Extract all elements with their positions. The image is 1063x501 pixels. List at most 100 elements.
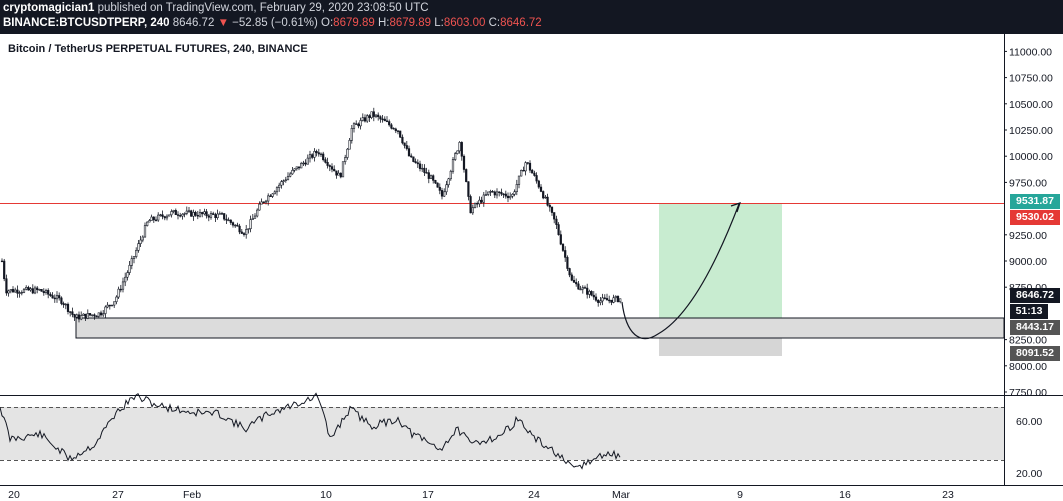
candle-body [227,219,230,222]
candle-body [11,289,15,293]
candle-body [531,169,534,174]
candle-body [614,296,617,299]
candle-body [348,140,351,150]
candle-body [341,161,345,178]
price-axis[interactable]: 11000.00 10750.00 10500.00 10250.00 10000.00… [1004,46,1053,399]
candle-body [159,214,162,216]
candle-body [564,250,567,258]
candle-body [425,172,428,174]
candle-body [421,167,424,170]
candle-body [412,156,415,162]
candle-body [51,295,54,299]
candle-body [86,313,89,319]
candle-body [487,191,490,195]
time-tick-label: 27 [112,489,124,501]
candle-body [256,209,259,217]
candle-body [561,243,565,251]
candle-body [245,229,248,235]
price-tick-label: 11000.00 [1009,46,1052,58]
candle-body [535,175,538,182]
candle-body [91,314,94,316]
candle-body [359,120,362,127]
candle-body [40,289,43,292]
candle-body [121,281,125,290]
candle-body [258,203,261,211]
candle-body [550,206,554,213]
candle-body [271,193,274,197]
candle-body [205,211,208,217]
candle-body [106,304,109,308]
candle-body [49,293,52,296]
candle-body [454,153,457,160]
stop-price-tag: 8091.52 [1010,346,1060,361]
time-tick-label: 16 [839,489,851,501]
candle-body [399,130,402,138]
candle-body [311,154,314,158]
candle-body [47,290,50,295]
candle-body [190,210,193,217]
candle-body [366,115,369,122]
candle-body [575,282,578,285]
author-name[interactable]: cryptomagician1 [3,2,95,14]
candle-body [152,216,155,221]
candle-body [392,127,395,130]
candle-body [502,193,505,196]
candle-body [542,191,545,199]
candle-body [14,289,17,293]
rsi-tick-label: 60.00 [1016,416,1042,428]
candle-body [308,154,312,159]
candle-body [216,213,219,218]
candle-body [599,300,602,303]
candle-body [275,187,279,193]
candle-body [447,178,450,186]
candle-body [124,276,127,283]
candle-body [594,296,598,301]
candle-body [27,286,30,291]
candle-body [379,116,382,120]
candle-body [242,233,246,235]
candle-body [480,199,483,203]
low-label: L: [434,17,444,29]
time-tick-label: Mar [612,489,631,501]
candle-body [344,157,347,163]
support-zone[interactable] [75,317,1005,339]
price-tick-label: 9750.00 [1009,177,1047,189]
candle-body [520,170,523,177]
candle-body [592,294,595,298]
candle-body [58,295,61,299]
candle-body [82,313,85,316]
candle-body [526,162,529,164]
candle-body [583,287,587,289]
candle-body [434,180,437,184]
candle-body [302,162,305,165]
profit-zone[interactable] [659,204,782,318]
candle-body [352,123,356,129]
support-price-tag: 8443.17 [1010,320,1060,335]
price-tick-label: 9000.00 [1009,256,1047,268]
rsi-tick-label: 20.00 [1016,468,1042,480]
candle-body [388,121,391,126]
time-tick-label: 23 [942,489,954,501]
candle-body [7,290,10,294]
candle-body [476,203,479,205]
candle-body [119,288,122,291]
candle-body [44,290,48,294]
price-tick-label: 10750.00 [1009,73,1053,85]
candle-body [251,218,254,220]
candle-body [577,283,580,290]
candle-body [282,180,285,182]
candle-body [172,210,175,212]
candle-body [73,314,76,318]
candle-body [165,215,169,219]
time-axis[interactable]: 20 27 Feb 10 17 24 Mar 9 16 23 [8,489,954,501]
candle-body [317,152,320,155]
candle-body [462,155,466,170]
candle-body [247,228,250,230]
rsi-axis[interactable]: 60.00 20.00 [1016,416,1042,480]
candle-body [176,214,180,216]
candle-body [410,155,413,158]
price-chart[interactable]: 11000.00 10750.00 10500.00 10250.00 10000.00… [0,34,1063,501]
candle-body [53,297,56,300]
candle-body [506,195,510,199]
symbol-label: BINANCE:BTCUSDTPERP, 240 [3,17,170,29]
